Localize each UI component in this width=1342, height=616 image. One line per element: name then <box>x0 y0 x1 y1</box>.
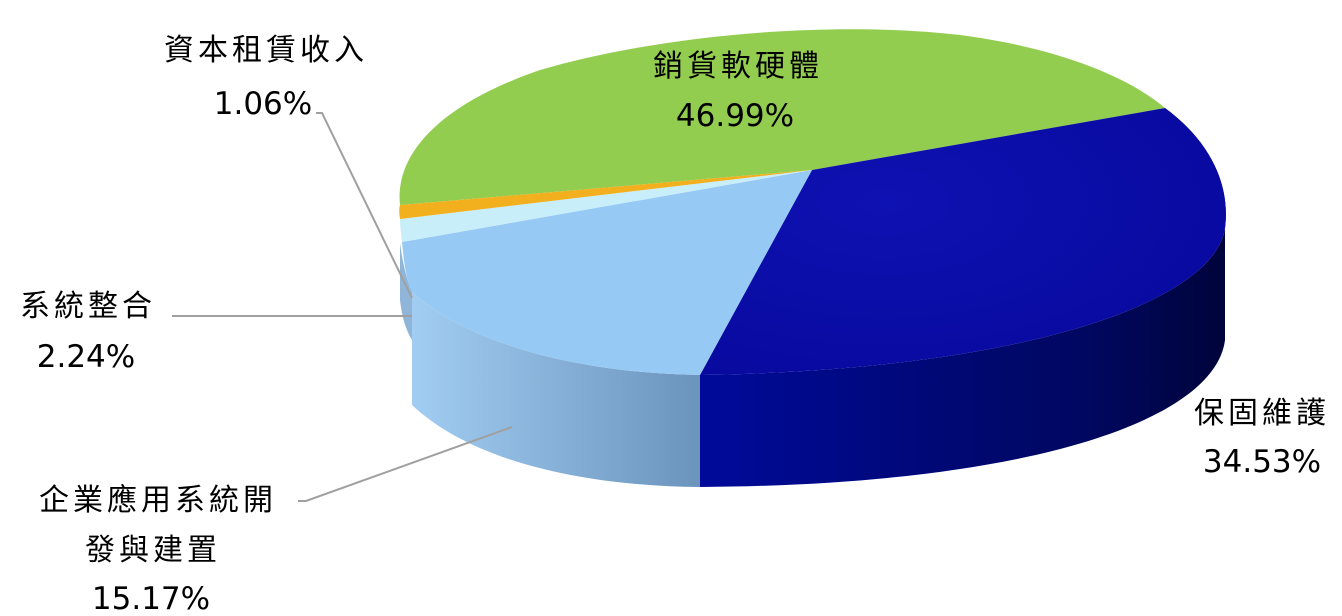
value-sales-hardware-software: 46.99% <box>676 98 794 134</box>
label-system-integration: 系統整合 <box>20 289 156 324</box>
pie-top-faces <box>399 29 1226 375</box>
label-maintenance: 保固維護 <box>1194 396 1330 431</box>
slice-side-enterprise-app <box>412 292 700 487</box>
slice-side-maintenance <box>700 108 1226 487</box>
label-enterprise-app-line2: 發與建置 <box>85 533 221 568</box>
slice-capital-lease <box>399 170 812 219</box>
slice-sales-hardware-software <box>399 29 1166 205</box>
value-capital-lease: 1.06% <box>214 86 312 122</box>
label-enterprise-app-line1: 企業應用系統開 <box>39 483 277 518</box>
slice-system-integration <box>400 170 812 242</box>
value-system-integration: 2.24% <box>37 339 135 375</box>
label-capital-lease: 資本租賃收入 <box>164 33 368 68</box>
leader-line-capital-lease <box>316 112 413 299</box>
value-maintenance: 34.53% <box>1203 444 1321 480</box>
slice-maintenance <box>700 108 1226 375</box>
label-sales-hardware-software: 銷貨軟硬體 <box>653 49 823 84</box>
slice-enterprise-app <box>402 170 812 375</box>
leader-line-enterprise-app <box>298 426 513 502</box>
value-enterprise-app: 15.17% <box>92 581 210 616</box>
